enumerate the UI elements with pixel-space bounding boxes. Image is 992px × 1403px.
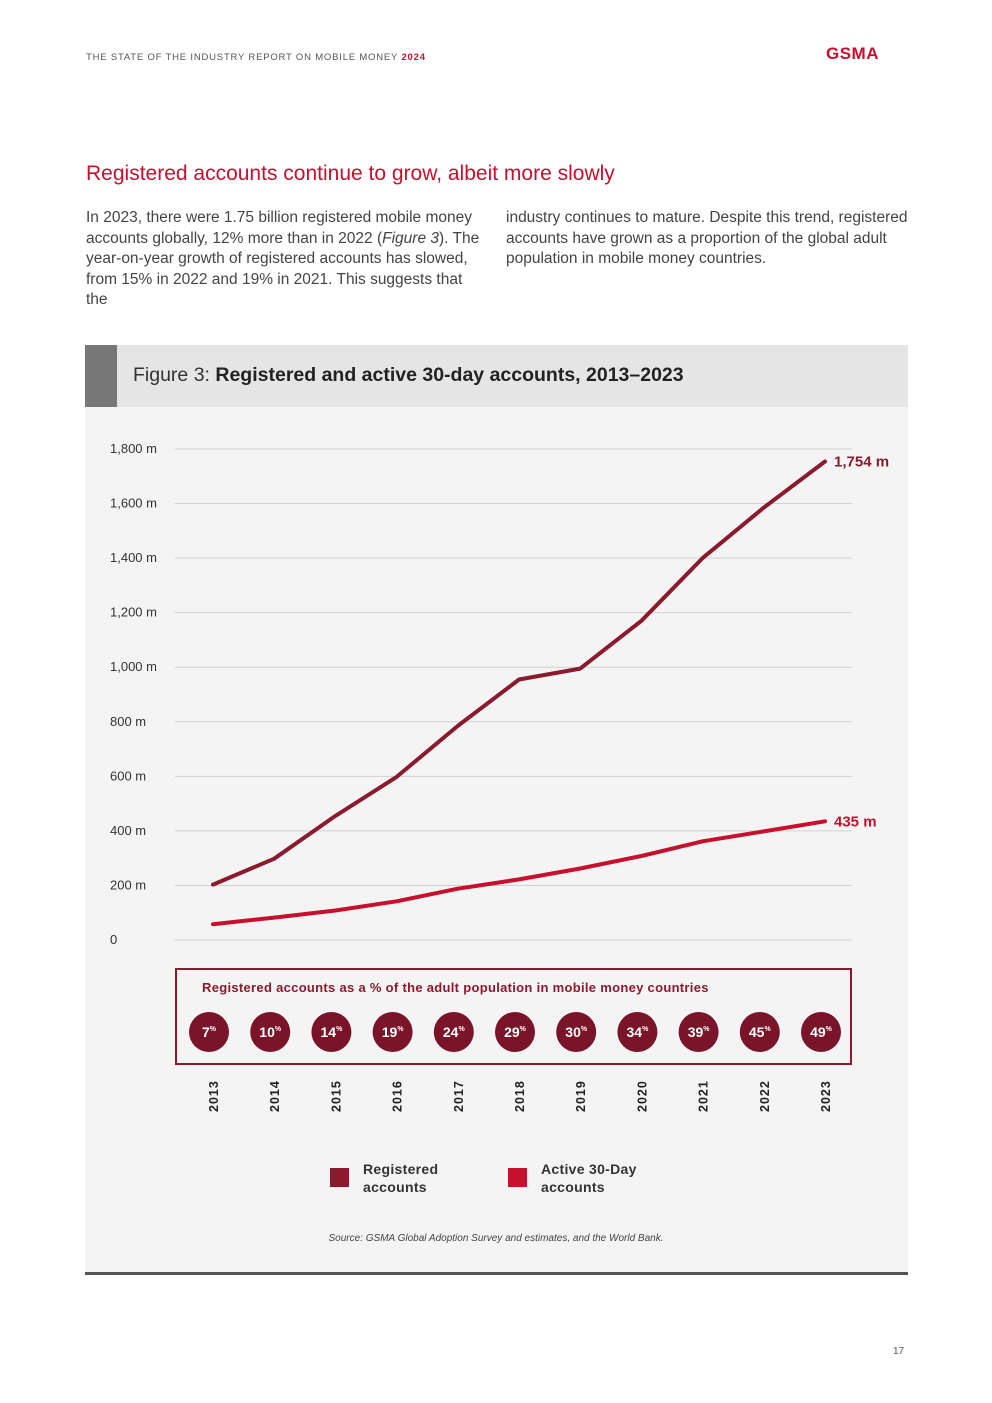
figure-label: Figure 3: bbox=[133, 364, 210, 386]
percent-circle bbox=[311, 1012, 352, 1052]
section-title: Registered accounts continue to grow, al… bbox=[86, 162, 615, 185]
legend-label-line1: Active 30-Day bbox=[541, 1161, 637, 1177]
percent-box bbox=[175, 968, 852, 1065]
x-tick-label: 2019 bbox=[574, 1080, 588, 1112]
percent-circle bbox=[372, 1012, 413, 1052]
y-tick-label: 0 bbox=[110, 932, 117, 947]
y-tick-label: 200 m bbox=[110, 877, 146, 892]
y-tick-label: 600 m bbox=[110, 768, 146, 783]
percent-circle bbox=[189, 1012, 229, 1052]
x-tick-label: 2016 bbox=[391, 1080, 405, 1112]
series-line-registered bbox=[211, 459, 827, 887]
chart-source: Source: GSMA Global Adoption Survey and … bbox=[329, 1233, 664, 1244]
page-number: 17 bbox=[893, 1346, 905, 1357]
percent-value: 24% bbox=[443, 1024, 466, 1040]
percent-value: 19% bbox=[382, 1024, 405, 1040]
percent-value: 39% bbox=[688, 1024, 711, 1040]
percent-circle bbox=[495, 1012, 535, 1052]
legend-label-line2: accounts bbox=[541, 1179, 605, 1195]
x-tick-label: 2018 bbox=[513, 1080, 527, 1112]
x-tick-label: 2020 bbox=[635, 1080, 649, 1112]
percent-circle bbox=[433, 1012, 474, 1052]
paragraph-left-before: In 2023, there were 1.75 billion registe… bbox=[86, 209, 473, 247]
figure-reference: Figure 3 bbox=[382, 229, 439, 247]
figure-header-tab bbox=[85, 345, 117, 407]
percent-circle bbox=[556, 1012, 597, 1052]
y-tick-label: 1,800 m bbox=[110, 441, 157, 456]
legend-label-line1: Registered bbox=[363, 1161, 438, 1177]
percent-circle bbox=[739, 1012, 780, 1052]
x-tick-label: 2014 bbox=[268, 1080, 282, 1112]
paragraph-left-after: ). The year-on-year growth of registered… bbox=[86, 229, 480, 309]
percent-box-title: Registered accounts as a % of the adult … bbox=[202, 980, 709, 995]
percent-value: 7% bbox=[202, 1024, 217, 1040]
bottom-rule bbox=[85, 1272, 908, 1275]
figure-panel: Figure 3: Registered and active 30-day a… bbox=[85, 345, 908, 1273]
end-value-label: 1,754 m bbox=[834, 454, 889, 471]
x-tick-label: 2017 bbox=[452, 1080, 466, 1112]
series-line-active bbox=[211, 819, 827, 927]
gsma-logo: GSMA bbox=[826, 44, 879, 63]
y-tick-label: 1,400 m bbox=[110, 550, 157, 565]
x-tick-label: 2015 bbox=[329, 1080, 343, 1112]
paragraph-right: industry continues to mature. Despite th… bbox=[506, 209, 908, 267]
y-tick-label: 400 m bbox=[110, 823, 146, 838]
legend-swatch bbox=[508, 1168, 527, 1187]
report-title: THE STATE OF THE INDUSTRY REPORT ON MOBI… bbox=[86, 52, 399, 63]
x-tick-label: 2023 bbox=[819, 1080, 833, 1112]
percent-value: 45% bbox=[749, 1024, 772, 1040]
legend-label-line2: accounts bbox=[363, 1179, 427, 1195]
y-tick-label: 1,600 m bbox=[110, 496, 157, 511]
x-tick-label: 2021 bbox=[697, 1080, 711, 1112]
percent-circle bbox=[801, 1012, 841, 1052]
report-year: 2024 bbox=[401, 52, 426, 63]
x-tick-label: 2013 bbox=[207, 1080, 221, 1112]
x-tick-label: 2022 bbox=[758, 1080, 772, 1112]
percent-circle bbox=[678, 1012, 719, 1052]
figure-title: Figure 3: Registered and active 30-day a… bbox=[133, 364, 684, 387]
percent-value: 29% bbox=[504, 1024, 527, 1040]
report-header: THE STATE OF THE INDUSTRY REPORT ON MOBI… bbox=[86, 52, 426, 63]
percent-value: 30% bbox=[565, 1024, 588, 1040]
percent-value: 10% bbox=[259, 1024, 282, 1040]
percent-value: 14% bbox=[320, 1024, 343, 1040]
figure-title-text: Registered and active 30-day accounts, 2… bbox=[215, 364, 684, 386]
percent-value: 34% bbox=[626, 1024, 649, 1040]
y-tick-label: 1,200 m bbox=[110, 605, 157, 620]
percent-value: 49% bbox=[810, 1024, 833, 1040]
y-tick-label: 1,000 m bbox=[110, 659, 157, 674]
legend-swatch bbox=[330, 1168, 349, 1187]
percent-circle bbox=[617, 1012, 658, 1052]
y-tick-label: 800 m bbox=[110, 714, 146, 729]
figure-header: Figure 3: Registered and active 30-day a… bbox=[85, 345, 908, 407]
end-value-label: 435 m bbox=[834, 813, 877, 830]
paragraph-left: In 2023, there were 1.75 billion registe… bbox=[86, 208, 484, 311]
percent-circle bbox=[250, 1012, 291, 1052]
